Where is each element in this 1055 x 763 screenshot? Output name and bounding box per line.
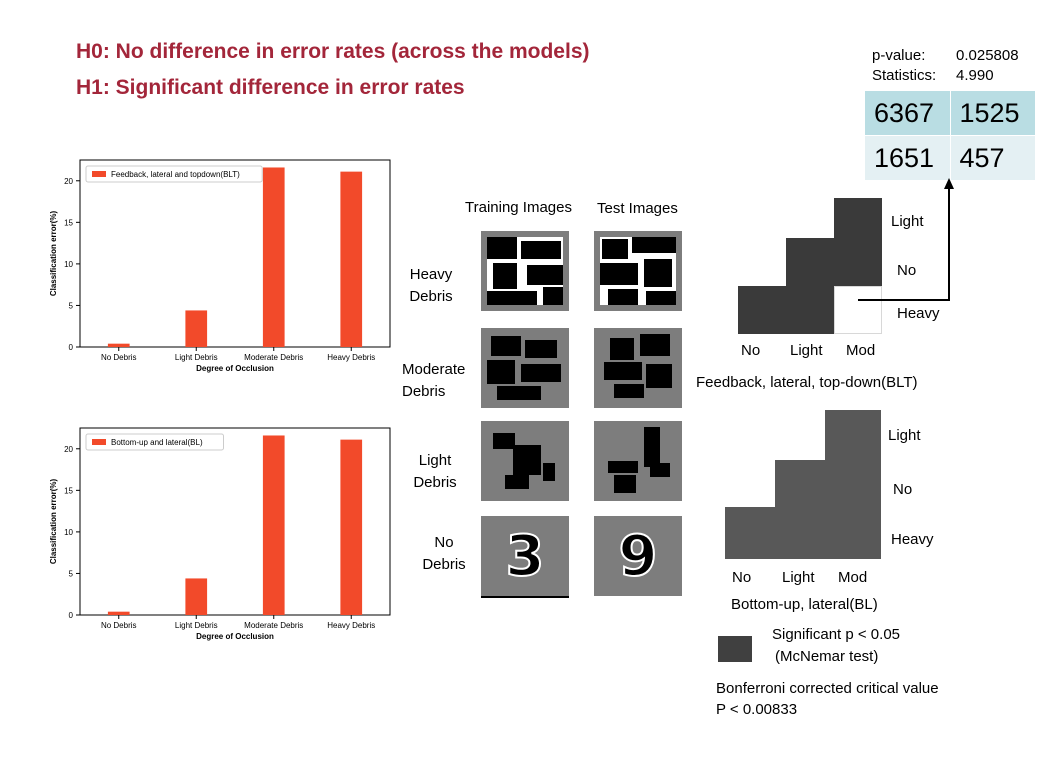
test-image-heavy: [594, 231, 682, 311]
bar: [340, 171, 363, 347]
bl-matrix-title: Bottom-up, lateral(BL): [731, 596, 878, 613]
bonferroni-line2: P < 0.00833: [716, 701, 798, 718]
train-image-no-debris: 3: [481, 516, 569, 598]
bar: [340, 439, 363, 615]
x-tick-label: Heavy Debris: [327, 621, 375, 630]
blt-row-label: No: [897, 262, 917, 279]
blt-col-label: Mod: [846, 342, 876, 359]
blt-nonsig-cell: [834, 286, 882, 334]
contingency-table: 6367 1525 1651 457: [864, 90, 1036, 181]
blt-col-label: No: [741, 342, 761, 359]
bl-row-label: Heavy: [891, 531, 934, 548]
bl-sig-cell: [725, 507, 825, 559]
arrow-to-table: [858, 178, 954, 301]
blt-row-label: Light: [891, 213, 924, 230]
test-image-no-debris: 9: [594, 516, 682, 596]
significance-legend-line1: Significant p < 0.05: [772, 626, 901, 643]
bl-row-label: No: [893, 481, 913, 498]
bl-col-label: Light: [782, 569, 815, 586]
plot-frame: [79, 159, 391, 348]
bar: [107, 343, 130, 347]
plot-frame: [79, 427, 391, 616]
statistic-value: 4.990: [956, 67, 994, 84]
legend-label: Bottom-up and lateral(BL): [111, 438, 203, 447]
table-cell: 1651: [864, 135, 951, 181]
blt-sig-cell: [738, 286, 834, 334]
bar: [185, 310, 208, 347]
h0-text: H0: No difference in error rates (across…: [76, 40, 590, 63]
y-tick-label: 0: [69, 611, 74, 620]
y-tick-label: 5: [69, 569, 74, 578]
y-tick-label: 20: [64, 177, 73, 186]
x-tick-label: Moderate Debris: [244, 621, 303, 630]
legend-swatch: [92, 439, 106, 445]
statistic-label: Statistics:: [872, 67, 937, 84]
row-label-heavy: Heavy Debris: [409, 266, 453, 305]
legend-box: [85, 433, 224, 451]
test-images-header: Test Images: [597, 200, 678, 217]
test-digit: 9: [618, 523, 659, 590]
bl-error-chart: 0 5 10 15 20 No Debris Light Debris Moderate De…: [49, 427, 391, 641]
y-tick-label: 20: [64, 445, 73, 454]
y-axis-label: Classification error(%): [49, 478, 58, 564]
table-cell: 457: [949, 135, 1036, 181]
y-tick-label: 15: [64, 486, 73, 495]
bl-row-label: Light: [888, 427, 921, 444]
bl-col-label: No: [732, 569, 752, 586]
table-cell: 6367: [864, 90, 951, 136]
bl-sig-cell: [825, 410, 881, 559]
train-image-moderate: [481, 328, 569, 408]
y-tick-label: 15: [64, 218, 73, 227]
x-tick-label: Light Debris: [175, 353, 218, 362]
train-image-heavy: [481, 231, 569, 311]
bar: [262, 167, 285, 347]
blt-col-label: Light: [790, 342, 823, 359]
table-cell: 1525: [949, 90, 1036, 136]
blt-sig-cell: [834, 198, 882, 286]
test-image-moderate: [594, 328, 682, 408]
legend-swatch: [92, 171, 106, 177]
row-label-moderate: Moderate Debris: [402, 361, 466, 400]
blt-matrix-title: Feedback, lateral, top-down(BLT): [696, 374, 918, 391]
x-tick-label: Moderate Debris: [244, 353, 303, 362]
x-tick-label: Heavy Debris: [327, 353, 375, 362]
pvalue-value: 0.025808: [956, 47, 1019, 64]
significance-legend-line2: (McNemar test): [775, 648, 879, 665]
test-image-light: [594, 421, 682, 501]
legend-label: Feedback, lateral and topdown(BLT): [111, 170, 240, 179]
x-axis-label: Degree of Occlusion: [196, 632, 274, 641]
y-axis-label: Classification error(%): [49, 210, 58, 296]
pvalue-label: p-value:: [872, 47, 926, 64]
y-tick-label: 0: [69, 343, 74, 352]
bar: [107, 611, 130, 615]
x-tick-label: Light Debris: [175, 621, 218, 630]
x-axis-label: Degree of Occlusion: [196, 364, 274, 373]
x-tick-label: No Debris: [101, 621, 137, 630]
training-images-header: Training Images: [465, 199, 572, 216]
train-image-light: [481, 421, 569, 501]
blt-row-label: Heavy: [897, 305, 940, 322]
bl-col-label: Mod: [838, 569, 868, 586]
legend-box: [85, 165, 263, 183]
y-tick-label: 10: [64, 528, 73, 537]
row-label-no: No Debris: [422, 534, 466, 573]
significance-legend-swatch: [718, 636, 752, 662]
train-digit: 3: [505, 523, 546, 590]
bl-sig-cell: [775, 460, 825, 507]
row-label-light: Light Debris: [413, 452, 457, 491]
bar: [185, 578, 208, 615]
x-tick-label: No Debris: [101, 353, 137, 362]
y-tick-label: 5: [69, 301, 74, 310]
blt-error-chart: 0 5 10 15 20 No Debris Light Debris Moderate De…: [49, 159, 391, 373]
blt-sig-cell: [786, 238, 834, 286]
h1-text: H1: Significant difference in error rate…: [76, 76, 465, 99]
bar: [262, 435, 285, 615]
y-tick-label: 10: [64, 260, 73, 269]
bonferroni-line1: Bonferroni corrected critical value: [716, 680, 939, 697]
